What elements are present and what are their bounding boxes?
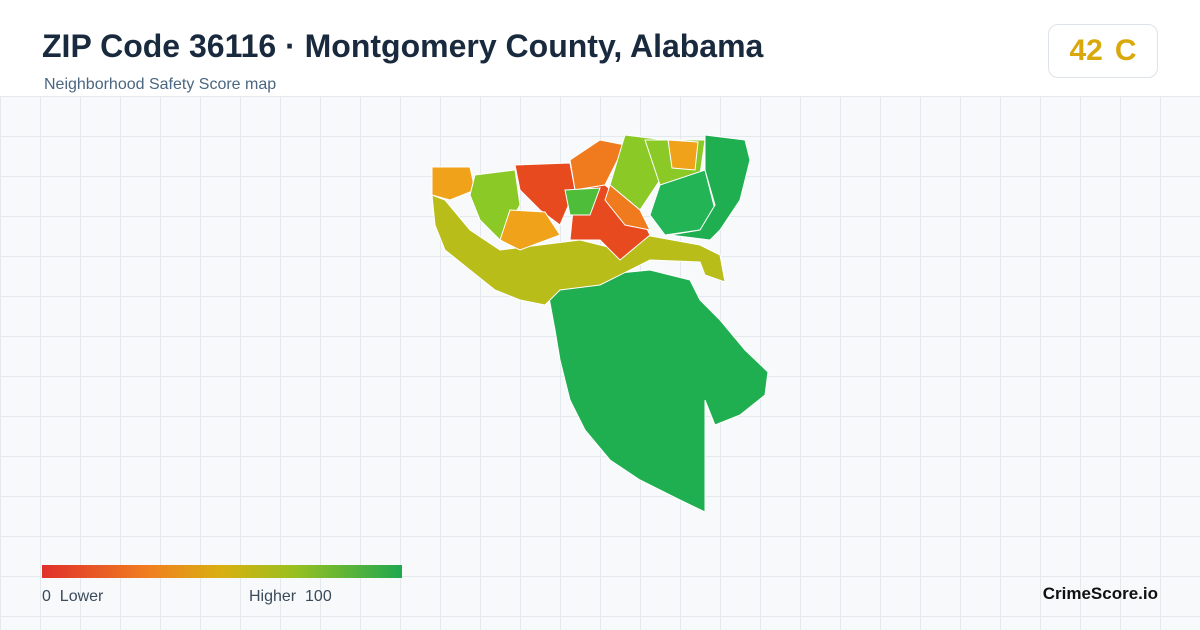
legend-min-label: Lower bbox=[59, 588, 104, 605]
region bbox=[669, 134, 751, 241]
brand: CrimeScore.io bbox=[1042, 584, 1158, 603]
region bbox=[499, 209, 561, 251]
region bbox=[431, 166, 476, 201]
score-badge: 42 C bbox=[1048, 24, 1158, 78]
legend-min: 0 bbox=[42, 588, 51, 605]
legend-low: 0 Lower bbox=[42, 588, 103, 606]
title: ZIP Code 36116 · Montgomery County, Alab… bbox=[42, 28, 764, 64]
score-grade: C bbox=[1114, 34, 1137, 67]
legend-high: Higher 100 bbox=[249, 588, 332, 606]
header: ZIP Code 36116 · Montgomery County, Alab… bbox=[0, 0, 1200, 96]
region bbox=[604, 184, 651, 231]
region bbox=[667, 139, 699, 171]
region bbox=[547, 269, 769, 513]
region bbox=[569, 139, 626, 191]
legend-max-label: Higher bbox=[249, 588, 297, 605]
subtitle: Neighborhood Safety Score map bbox=[44, 76, 277, 93]
legend-max: 100 bbox=[305, 588, 332, 605]
score-value: 42 bbox=[1069, 34, 1103, 67]
legend-gradient bbox=[42, 565, 402, 578]
region bbox=[564, 187, 601, 216]
